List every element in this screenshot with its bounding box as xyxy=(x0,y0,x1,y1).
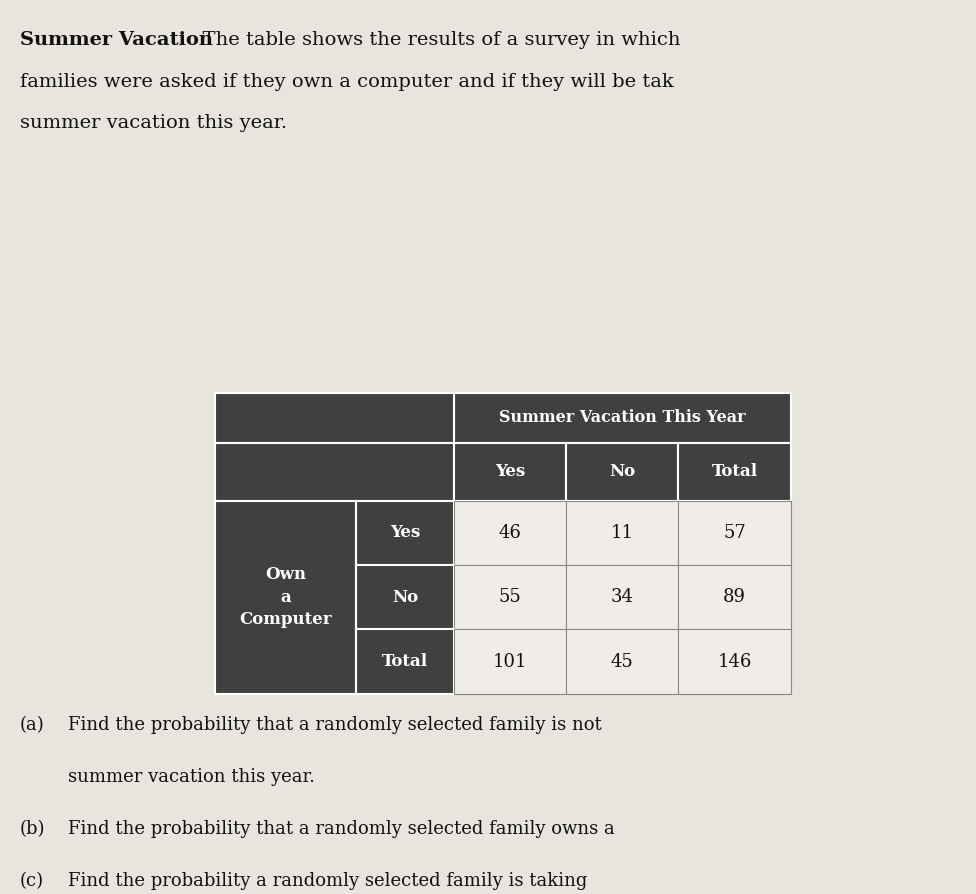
Text: a: a xyxy=(280,588,291,606)
Text: (b): (b) xyxy=(20,820,45,838)
Text: Find the probability that a randomly selected family is not: Find the probability that a randomly sel… xyxy=(68,716,602,734)
Bar xyxy=(678,501,791,565)
Text: 46: 46 xyxy=(499,524,521,542)
Bar xyxy=(678,565,791,629)
Text: Find the probability that a randomly selected family owns a: Find the probability that a randomly sel… xyxy=(68,820,615,838)
Text: Yes: Yes xyxy=(390,524,420,542)
Text: The table shows the results of a survey in which: The table shows the results of a survey … xyxy=(190,31,681,49)
Text: Total: Total xyxy=(382,653,428,670)
Text: Computer: Computer xyxy=(239,611,332,628)
Bar xyxy=(566,629,678,694)
Text: Summer Vacation This Year: Summer Vacation This Year xyxy=(499,409,746,426)
Text: 11: 11 xyxy=(611,524,633,542)
Text: families were asked if they own a computer and if they will be tak: families were asked if they own a comput… xyxy=(20,73,673,91)
Text: 146: 146 xyxy=(717,653,752,670)
Text: (a): (a) xyxy=(20,716,44,734)
Bar xyxy=(454,501,566,565)
Bar xyxy=(215,443,454,501)
Text: No: No xyxy=(609,463,635,480)
Bar xyxy=(566,565,678,629)
Text: Own: Own xyxy=(264,566,306,583)
Bar xyxy=(356,565,454,629)
Bar xyxy=(454,629,566,694)
Bar xyxy=(215,393,454,443)
Bar xyxy=(454,393,791,443)
Bar xyxy=(356,501,454,565)
Text: 34: 34 xyxy=(611,588,633,606)
Text: summer vacation this year.: summer vacation this year. xyxy=(68,768,315,786)
Text: Summer Vacation: Summer Vacation xyxy=(20,31,213,49)
Text: 101: 101 xyxy=(493,653,527,670)
Bar xyxy=(678,443,791,501)
Bar xyxy=(356,629,454,694)
Text: Find the probability a randomly selected family is taking: Find the probability a randomly selected… xyxy=(68,872,588,890)
Text: 45: 45 xyxy=(611,653,633,670)
Text: Yes: Yes xyxy=(495,463,525,480)
Bar xyxy=(678,629,791,694)
Text: 89: 89 xyxy=(723,588,746,606)
Bar xyxy=(566,443,678,501)
Text: No: No xyxy=(392,588,418,606)
Text: 57: 57 xyxy=(723,524,746,542)
Text: Total: Total xyxy=(712,463,757,480)
Bar xyxy=(566,501,678,565)
Text: summer vacation this year.: summer vacation this year. xyxy=(20,114,287,131)
Text: (c): (c) xyxy=(20,872,44,890)
Bar xyxy=(215,501,356,694)
Bar xyxy=(454,443,566,501)
Bar xyxy=(454,565,566,629)
Text: 55: 55 xyxy=(499,588,521,606)
